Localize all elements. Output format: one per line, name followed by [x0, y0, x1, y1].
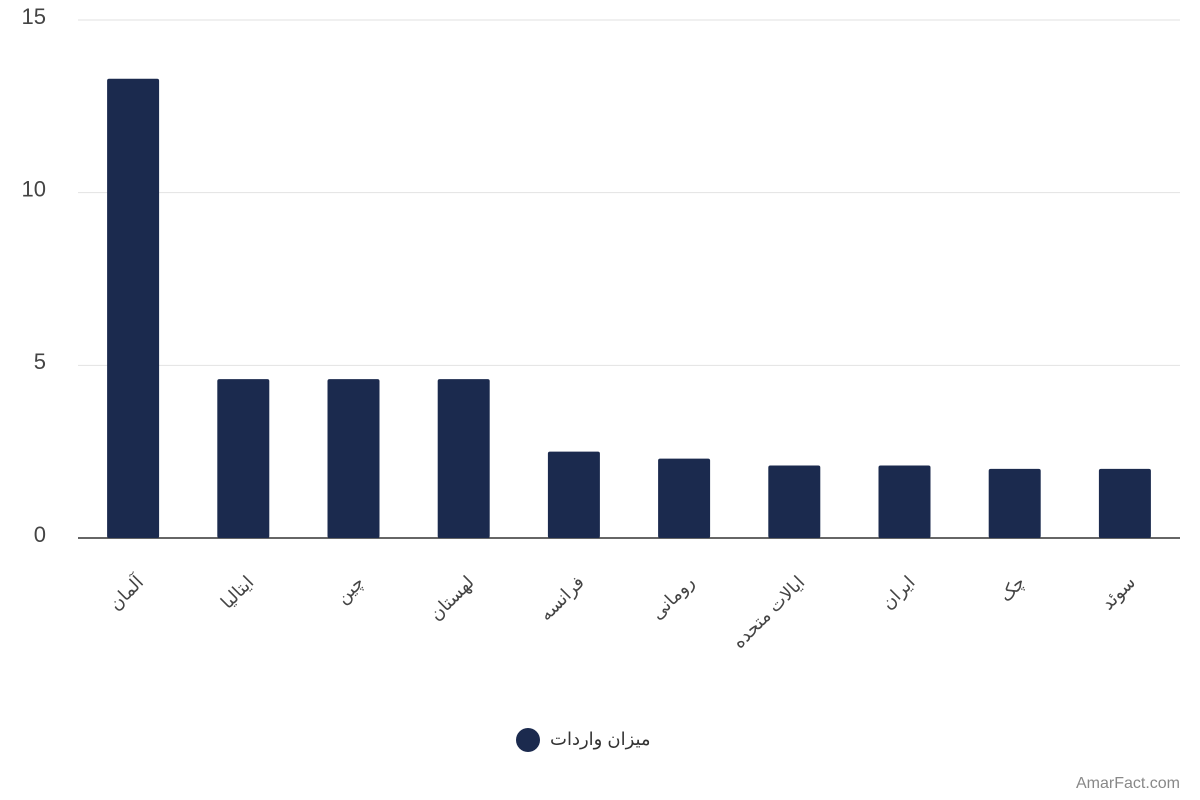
y-tick-label: 5 [34, 349, 46, 374]
y-tick-label: 0 [34, 522, 46, 547]
x-tick-label: ایالات متحده [728, 572, 808, 652]
bar [107, 78, 160, 538]
legend-marker [516, 728, 540, 752]
bar [217, 379, 270, 538]
x-tick-label: آلمان [104, 570, 148, 614]
x-tick-label: رومانی [647, 572, 699, 624]
bar [1098, 468, 1151, 538]
bar [988, 468, 1041, 538]
bar [878, 465, 931, 538]
x-tick-label: چین [332, 572, 368, 608]
x-tick-label: فرانسه [536, 572, 589, 625]
x-tick-label: لهستان [426, 572, 479, 625]
x-tick-label: ایران [878, 572, 920, 614]
bar [437, 379, 490, 538]
x-tick-label: چک [995, 572, 1028, 605]
legend-label: میزان واردات [550, 729, 651, 750]
bar [768, 465, 821, 538]
bar [547, 451, 600, 538]
y-tick-label: 10 [22, 176, 46, 201]
x-tick-label: ایتالیا [217, 572, 258, 613]
bar [658, 458, 711, 538]
y-tick-label: 15 [22, 4, 46, 29]
watermark: AmarFact.com [1076, 775, 1180, 792]
x-tick-label: سوئد [1097, 572, 1139, 614]
bar [327, 379, 380, 538]
